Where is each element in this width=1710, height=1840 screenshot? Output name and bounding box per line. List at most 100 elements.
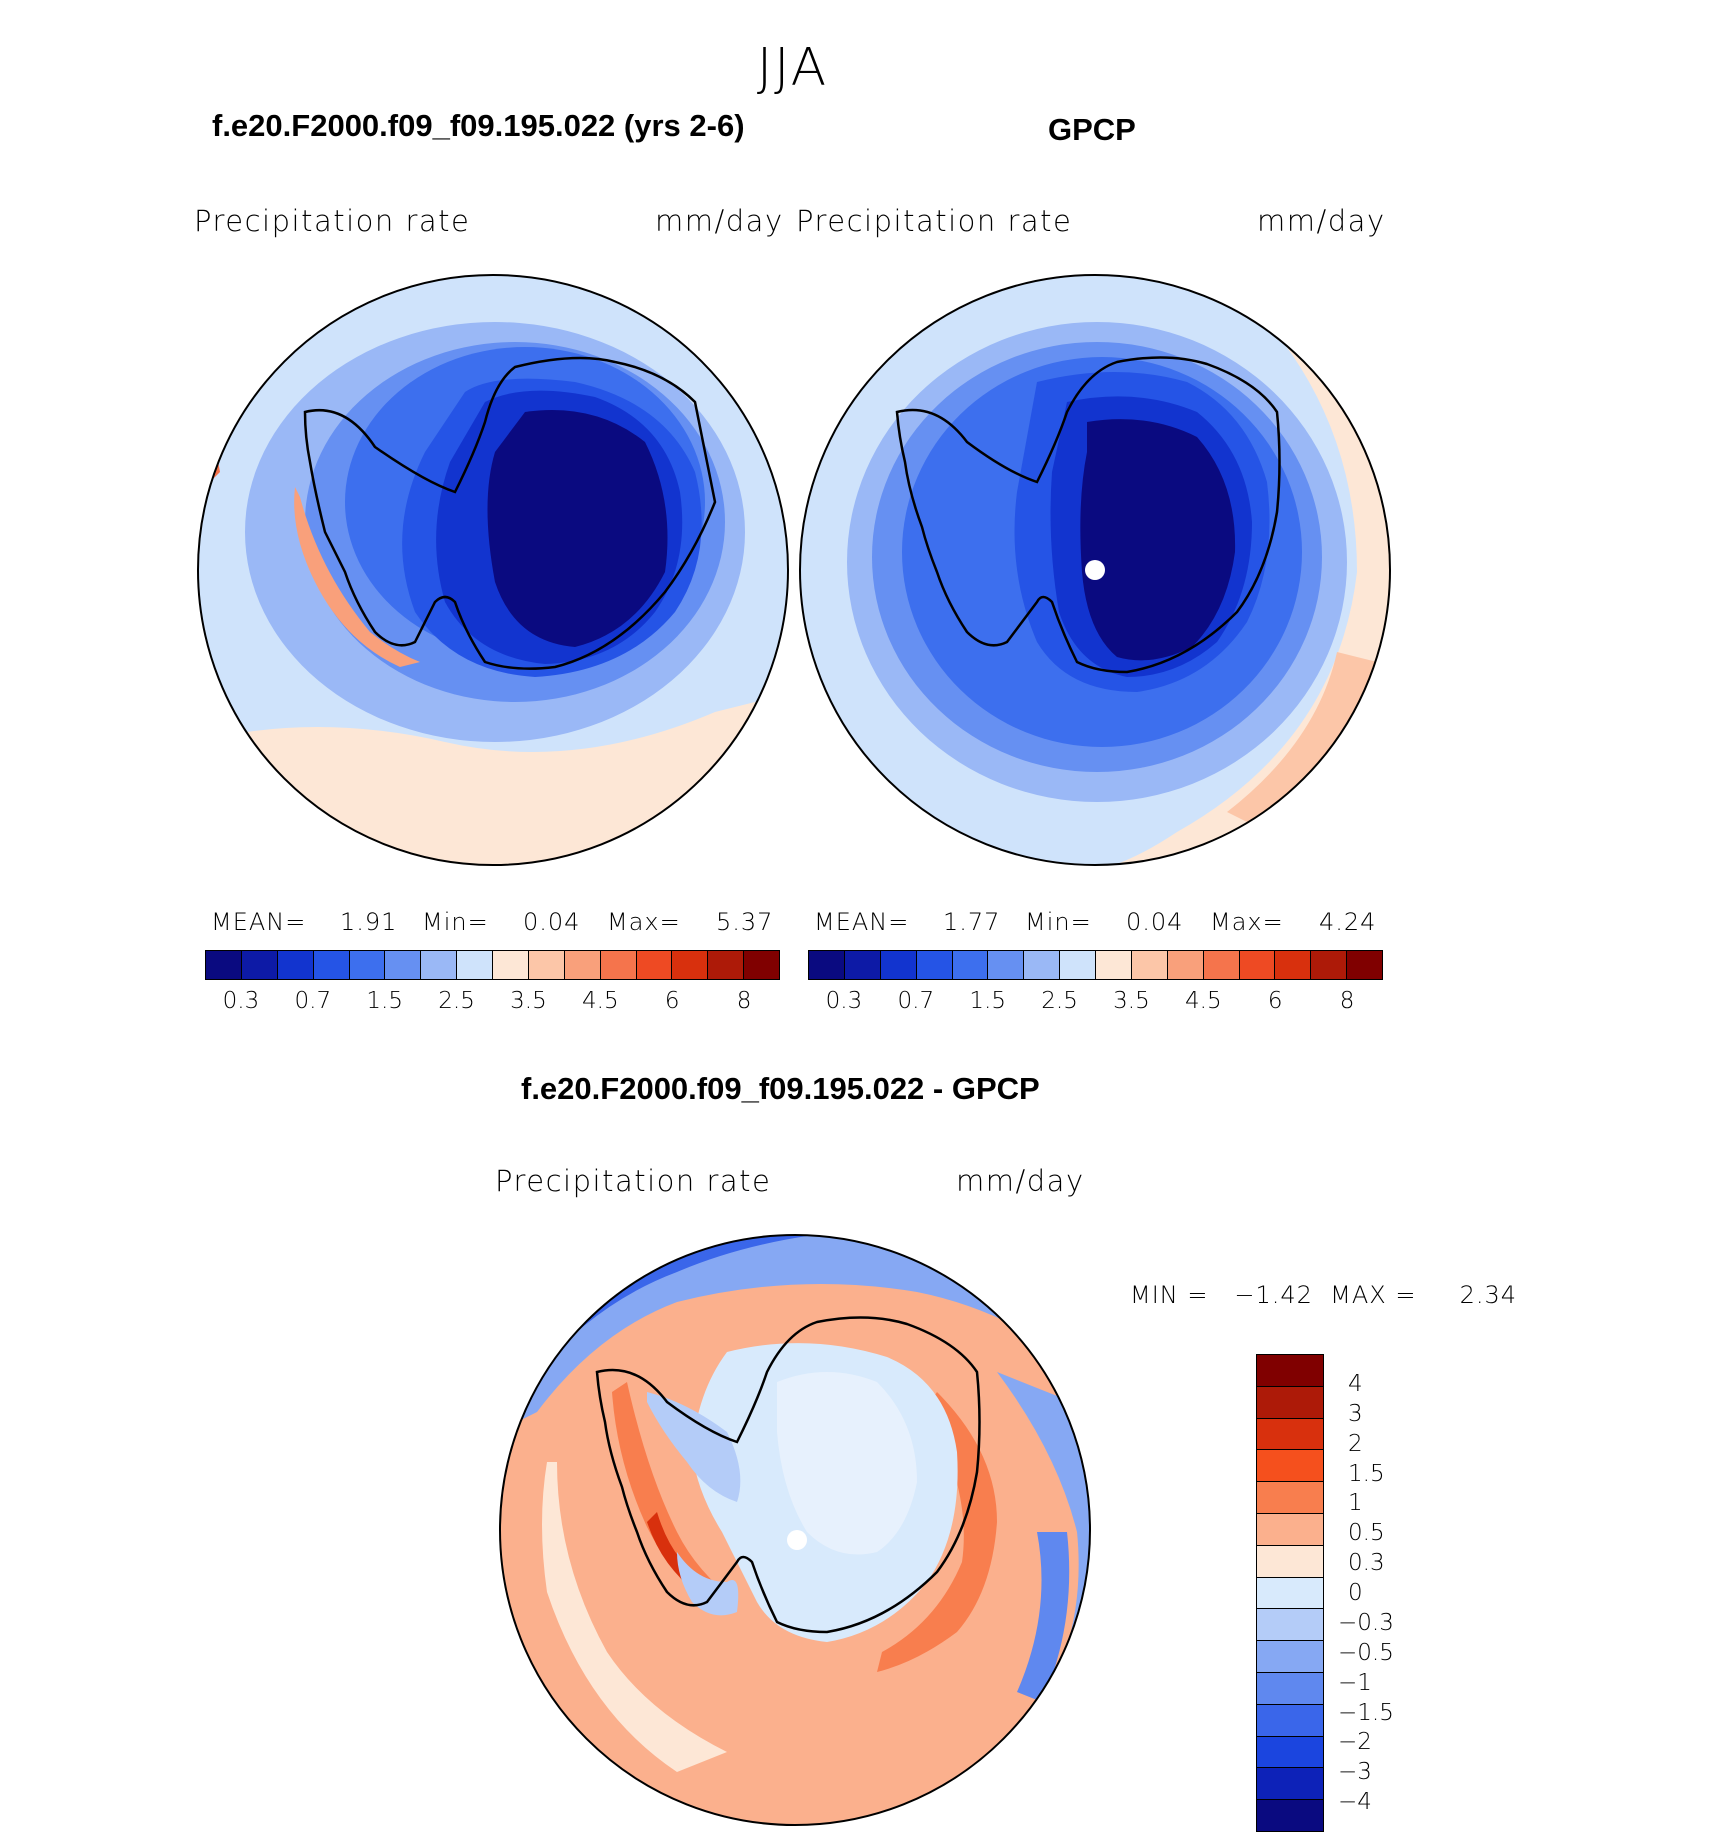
- panel-1-min-label: Min=: [422, 908, 489, 936]
- colorbar-tick-label: 2: [1348, 1430, 1363, 1457]
- colorbar-swatch: [1257, 1609, 1323, 1642]
- colorbar-swatch: [1257, 1577, 1323, 1610]
- colorbar-tick-label: −3: [1338, 1759, 1372, 1786]
- diff-colorbar-ticks: 4 3 2 1.5 1 0.5 0.3 0 −0.3 −0.5 −1 −1.5 −2 −3 −4: [1338, 1354, 1438, 1832]
- colorbar-tick-label: 3.5: [1113, 988, 1150, 1014]
- colorbar-swatch: [1257, 1800, 1323, 1831]
- colorbar-tick-label: 4: [1348, 1370, 1363, 1397]
- colorbar-tick-label: 8: [736, 988, 752, 1014]
- colorbar-tick-label: 2.5: [438, 988, 475, 1014]
- panel-1-mean-value: 1.91: [340, 908, 398, 936]
- colorbar-swatch: [1257, 1355, 1323, 1387]
- colorbar-swatch: [1257, 1672, 1323, 1705]
- colorbar-swatch: [1167, 951, 1204, 979]
- colorbar-swatch: [1257, 1641, 1323, 1673]
- colorbar-tick-label: −1: [1338, 1669, 1372, 1696]
- panel-1-max-value: 5.37: [716, 908, 774, 936]
- colorbar-swatch: [349, 951, 386, 979]
- colorbar-tick-label: 1: [1348, 1490, 1363, 1517]
- colorbar-tick-label: 4.5: [582, 988, 619, 1014]
- colorbar-tick-label: 0.3: [825, 988, 863, 1014]
- colorbar-swatch: [1311, 951, 1348, 979]
- colorbar-swatch: [988, 951, 1025, 979]
- colorbar-tick-label: 3: [1348, 1400, 1363, 1427]
- panel-1-colorbar-ticks: 0.3 0.7 1.5 2.5 3.5 4.5 6 8: [205, 988, 780, 1018]
- colorbar-swatch: [916, 951, 953, 979]
- colorbar-swatch: [1257, 1736, 1323, 1769]
- colorbar-tick-label: 8: [1339, 988, 1355, 1014]
- colorbar-tick-label: 1.5: [969, 988, 1006, 1014]
- panel-2-min-value: 0.04: [1126, 908, 1184, 936]
- model-precipitation-map: [197, 274, 789, 866]
- colorbar-tick-label: 6: [1267, 988, 1283, 1014]
- colorbar-tick-label: −2: [1338, 1729, 1372, 1756]
- colorbar-swatch: [1257, 1513, 1323, 1546]
- colorbar-tick-label: −0.3: [1338, 1609, 1394, 1636]
- colorbar-swatch: [1239, 951, 1276, 979]
- colorbar-swatch: [385, 951, 422, 979]
- panel-2-colorbar-ticks: 0.3 0.7 1.5 2.5 3.5 4.5 6 8: [808, 988, 1383, 1018]
- colorbar-swatch: [1024, 951, 1061, 979]
- colorbar-swatch: [1257, 1704, 1323, 1737]
- diff-panel-variable-label: Precipitation rate: [495, 1164, 772, 1198]
- panel-2-mean-value: 1.77: [943, 908, 1001, 936]
- colorbar-swatch: [672, 951, 709, 979]
- colorbar-swatch: [421, 951, 458, 979]
- colorbar-swatch: [880, 951, 917, 979]
- panel-2-units-label: mm/day: [1257, 204, 1386, 238]
- panel-1-mean-label: MEAN=: [211, 908, 307, 936]
- colorbar-tick-label: 0.5: [1348, 1520, 1385, 1547]
- colorbar-swatch: [241, 951, 278, 979]
- colorbar-swatch: [1257, 1768, 1323, 1801]
- colorbar-tick-label: −0.5: [1338, 1639, 1394, 1666]
- colorbar-swatch: [1131, 951, 1168, 979]
- colorbar-swatch: [636, 951, 673, 979]
- difference-precipitation-map: [499, 1234, 1091, 1826]
- colorbar-tick-label: 0.3: [1348, 1550, 1385, 1577]
- panel-2-mean-label: MEAN=: [814, 908, 910, 936]
- panel-1-units-label: mm/day: [655, 204, 784, 238]
- colorbar-tick-label: 0.3: [222, 988, 260, 1014]
- season-title: JJA: [756, 38, 829, 98]
- colorbar-tick-label: 0.7: [294, 988, 332, 1014]
- gpcp-precipitation-map: [799, 274, 1391, 866]
- colorbar-swatch: [809, 951, 845, 979]
- colorbar-swatch: [708, 951, 745, 979]
- colorbar-swatch: [1257, 1482, 1323, 1514]
- colorbar-tick-label: 2.5: [1041, 988, 1078, 1014]
- colorbar-swatch: [844, 951, 881, 979]
- colorbar-swatch: [1275, 951, 1312, 979]
- colorbar-tick-label: 0.7: [897, 988, 935, 1014]
- colorbar-swatch: [1257, 1418, 1323, 1451]
- panel-2-max-value: 4.24: [1319, 908, 1377, 936]
- panel-1-colorbar: [205, 950, 780, 980]
- colorbar-swatch: [277, 951, 314, 979]
- diff-panel-title: f.e20.F2000.f09_f09.195.022 - GPCP: [521, 1071, 1040, 1106]
- colorbar-tick-label: −4: [1338, 1789, 1372, 1816]
- colorbar-swatch: [1347, 951, 1382, 979]
- colorbar-swatch: [1203, 951, 1240, 979]
- colorbar-swatch: [1257, 1450, 1323, 1483]
- panel-1-variable-label: Precipitation rate: [194, 204, 471, 238]
- panel-1-min-value: 0.04: [523, 908, 581, 936]
- panel-2-min-label: Min=: [1025, 908, 1092, 936]
- colorbar-swatch: [1096, 951, 1132, 979]
- diff-minmax: MIN = −1.42 MAX = 2.34: [1130, 1281, 1518, 1309]
- colorbar-swatch: [493, 951, 529, 979]
- colorbar-swatch: [457, 951, 493, 979]
- panel-1-max-label: Max=: [607, 908, 681, 936]
- panel-2-max-label: Max=: [1210, 908, 1284, 936]
- colorbar-tick-label: 3.5: [510, 988, 547, 1014]
- panel-1-title: f.e20.F2000.f09_f09.195.022 (yrs 2-6): [212, 108, 745, 143]
- colorbar-tick-label: 1.5: [1348, 1460, 1385, 1487]
- colorbar-tick-label: 4.5: [1185, 988, 1222, 1014]
- panel-2-variable-label: Precipitation rate: [796, 204, 1073, 238]
- colorbar-swatch: [952, 951, 989, 979]
- colorbar-swatch: [744, 951, 779, 979]
- colorbar-tick-label: −1.5: [1338, 1699, 1394, 1726]
- colorbar-swatch: [1257, 1386, 1323, 1419]
- colorbar-swatch: [1257, 1545, 1323, 1578]
- diff-colorbar: [1256, 1354, 1324, 1832]
- panel-2-colorbar: [808, 950, 1383, 980]
- colorbar-swatch: [1060, 951, 1096, 979]
